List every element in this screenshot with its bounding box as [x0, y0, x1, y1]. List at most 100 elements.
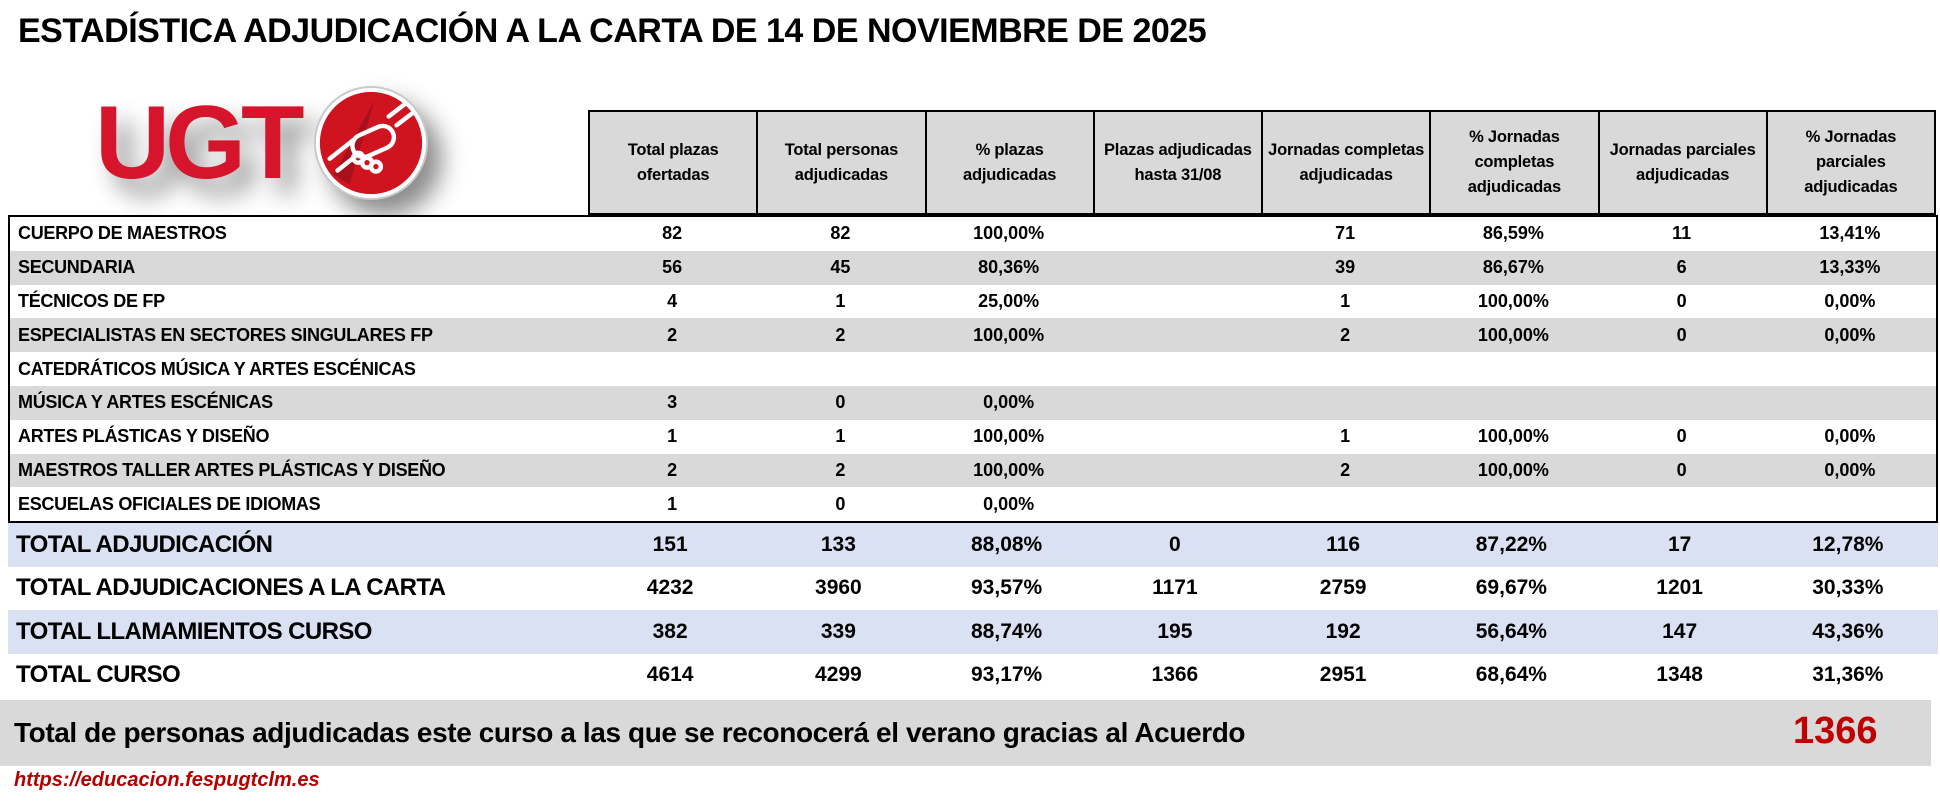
cell-value: 86,67%	[1482, 257, 1544, 278]
cell-value: 1	[1340, 426, 1351, 447]
cell-value: 0,00%	[1824, 324, 1876, 345]
total-cell-value: 31,36%	[1812, 663, 1884, 687]
column-header: Jornadas completas adjudicadas	[1263, 112, 1430, 213]
table-row: ESCUELAS OFICIALES DE IDIOMAS 1 0 0,00%	[10, 487, 1936, 521]
cell-value: 2	[667, 324, 678, 345]
column-header: Plazas adjudicadas hasta 31/08	[1094, 112, 1261, 213]
total-row-label: TOTAL ADJUDICACIÓN	[16, 530, 273, 558]
cell-value: 0,00%	[983, 493, 1035, 514]
table-row: TÉCNICOS DE FP 4 1 25,00% 1 100,00% 0 0,00%	[10, 285, 1936, 319]
total-row: TOTAL CURSO 4614 4299 93,17% 1366 2951 68,64% 1…	[8, 654, 1938, 698]
cell-value: 86,59%	[1482, 223, 1544, 244]
total-cell-value: 2951	[1319, 663, 1367, 687]
row-label: TÉCNICOS DE FP	[18, 290, 165, 311]
cell-value: 0	[1676, 426, 1687, 447]
cell-value: 3	[667, 392, 678, 413]
ugt-logo: UGT	[95, 84, 430, 202]
cell-value: 0,00%	[983, 392, 1035, 413]
cell-value: 0	[835, 493, 846, 514]
cell-value: 1	[1340, 290, 1351, 311]
total-cell-value: 147	[1662, 619, 1698, 643]
handshake-icon	[312, 84, 430, 202]
table-row: MÚSICA Y ARTES ESCÉNICAS 3 0 0,00%	[10, 385, 1936, 420]
total-cell-value: 88,74%	[971, 619, 1043, 643]
cell-value: 100,00%	[1477, 290, 1549, 311]
cell-value: 2	[1340, 459, 1351, 480]
summary-value: 1366	[1793, 710, 1878, 752]
total-cell-value: 93,17%	[971, 663, 1043, 687]
cell-value: 100,00%	[1477, 459, 1549, 480]
cell-value: 1	[667, 493, 678, 514]
cell-value: 1	[835, 290, 846, 311]
total-cell-value: 3960	[815, 576, 862, 600]
cell-value: 82	[662, 223, 683, 244]
column-header: % Jornadas parciales adjudicadas	[1767, 112, 1934, 213]
table-header-row: Total plazas ofertadas Total personas adj…	[588, 110, 1936, 215]
cell-value: 2	[667, 459, 678, 480]
total-cell-value: 195	[1157, 619, 1193, 643]
table-row: ESPECIALISTAS EN SECTORES SINGULARES FP 2…	[10, 318, 1936, 353]
column-header: % Jornadas completas adjudicadas	[1431, 112, 1598, 213]
cell-value: 0,00%	[1824, 459, 1876, 480]
website-link[interactable]: https://educacion.fespugtclm.es	[14, 769, 320, 791]
cell-value: 0	[1676, 290, 1687, 311]
total-cell-value: 192	[1325, 619, 1361, 643]
column-header: Total plazas ofertadas	[590, 112, 757, 213]
total-cell-value: 4232	[646, 576, 694, 600]
total-cell-value: 87,22%	[1475, 532, 1547, 556]
cell-value: 100,00%	[973, 223, 1045, 244]
cell-value: 71	[1335, 223, 1356, 244]
cell-value: 13,41%	[1819, 223, 1881, 244]
table-totals: TOTAL ADJUDICACIÓN 151 133 88,08% 0 116 87,22%…	[8, 523, 1938, 697]
cell-value: 100,00%	[973, 324, 1045, 345]
total-row-label: TOTAL ADJUDICACIONES A LA CARTA	[16, 574, 446, 602]
cell-value: 13,33%	[1819, 257, 1881, 278]
summary-text: Total de personas adjudicadas este curso…	[14, 717, 1246, 748]
cell-value: 0,00%	[1824, 290, 1876, 311]
cell-value: 11	[1672, 223, 1692, 244]
row-label: MÚSICA Y ARTES ESCÉNICAS	[18, 392, 273, 413]
row-label: CUERPO DE MAESTROS	[18, 223, 227, 244]
table-row: MAESTROS TALLER ARTES PLÁSTICAS Y DISEÑO…	[10, 453, 1936, 488]
total-cell-value: 56,64%	[1475, 619, 1547, 643]
total-cell-value: 382	[652, 619, 688, 643]
total-cell-value: 69,67%	[1475, 576, 1547, 600]
total-cell-value: 93,57%	[971, 576, 1043, 600]
table-body: CUERPO DE MAESTROS 82 82 100,00% 71 86,59% 11 1…	[8, 215, 1938, 524]
ugt-logo-text: UGT	[95, 85, 305, 201]
total-cell-value: 2759	[1319, 576, 1367, 600]
cell-value: 1	[835, 426, 846, 447]
total-cell-value: 1201	[1656, 576, 1703, 600]
total-cell-value: 12,78%	[1812, 532, 1884, 556]
total-cell-value: 4299	[815, 663, 862, 687]
total-cell-value: 4614	[646, 663, 694, 687]
total-cell-value: 43,36%	[1812, 619, 1884, 643]
cell-value: 0,00%	[1824, 426, 1876, 447]
cell-value: 100,00%	[1477, 426, 1549, 447]
row-label: ESPECIALISTAS EN SECTORES SINGULARES FP	[18, 324, 433, 345]
table-row: CATEDRÁTICOS MÚSICA Y ARTES ESCÉNICAS	[10, 352, 1936, 386]
cell-value: 80,36%	[978, 257, 1040, 278]
cell-value: 100,00%	[973, 426, 1045, 447]
total-cell-value: 151	[652, 532, 688, 556]
table-row: ARTES PLÁSTICAS Y DISEÑO 1 1 100,00% 1 100,00…	[10, 420, 1936, 454]
total-row-label: TOTAL LLAMAMIENTOS CURSO	[16, 617, 372, 645]
total-row: TOTAL LLAMAMIENTOS CURSO 382 339 88,74% 195 1…	[8, 610, 1938, 654]
cell-value: 56	[662, 257, 683, 278]
total-cell-value: 68,64%	[1475, 663, 1547, 687]
row-label: MAESTROS TALLER ARTES PLÁSTICAS Y DISEÑO	[18, 459, 446, 480]
total-cell-value: 88,08%	[971, 532, 1043, 556]
row-label: ARTES PLÁSTICAS Y DISEÑO	[18, 426, 270, 447]
total-cell-value: 17	[1667, 532, 1692, 556]
total-cell-value: 116	[1326, 532, 1361, 556]
total-row-label: TOTAL CURSO	[16, 661, 181, 689]
total-cell-value: 30,33%	[1812, 576, 1884, 600]
total-cell-value: 1348	[1656, 663, 1703, 687]
cell-value: 0	[1676, 324, 1687, 345]
total-row: TOTAL ADJUDICACIONES A LA CARTA 4232 3960 9…	[8, 567, 1938, 611]
cell-value: 45	[830, 257, 851, 278]
total-cell-value: 1366	[1151, 663, 1199, 687]
table-row: SECUNDARIA 56 45 80,36% 39 86,67% 6 13,33%	[10, 250, 1936, 285]
column-header: % plazas adjudicadas	[926, 112, 1093, 213]
total-cell-value: 0	[1169, 532, 1181, 556]
